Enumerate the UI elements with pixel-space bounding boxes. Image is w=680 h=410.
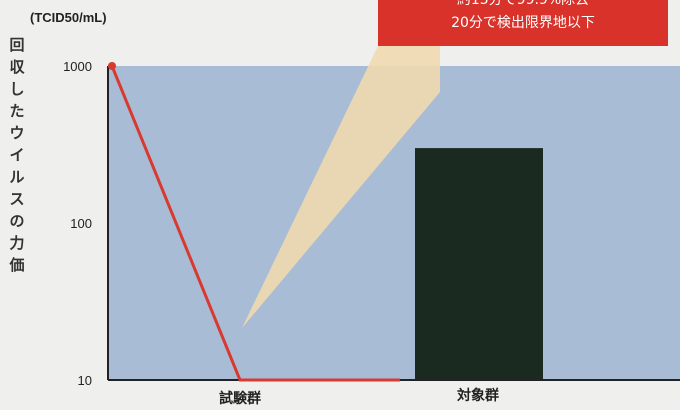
callout-box: 約15分で99.9%除去 20分で検出限界地以下	[378, 0, 668, 46]
test-group-line	[110, 65, 400, 382]
y-tick-100: 100	[70, 216, 92, 231]
x-category-control-group: 対象群	[456, 387, 499, 404]
y-tick-1000: 1000	[63, 59, 92, 74]
x-category-test-group: 試験群	[219, 390, 261, 407]
control-bar	[415, 148, 543, 380]
y-unit-label: (TCID50/mL)	[30, 10, 107, 25]
y-tick-10: 10	[78, 373, 92, 388]
callout-tail	[242, 46, 440, 328]
callout-line-1: 約15分で99.9%除去	[456, 0, 590, 8]
test-group-start-point	[108, 62, 116, 70]
callout-line-2: 20分で検出限界地以下	[451, 15, 595, 31]
y-axis-title: 回収したウイルスの力価	[9, 36, 25, 274]
